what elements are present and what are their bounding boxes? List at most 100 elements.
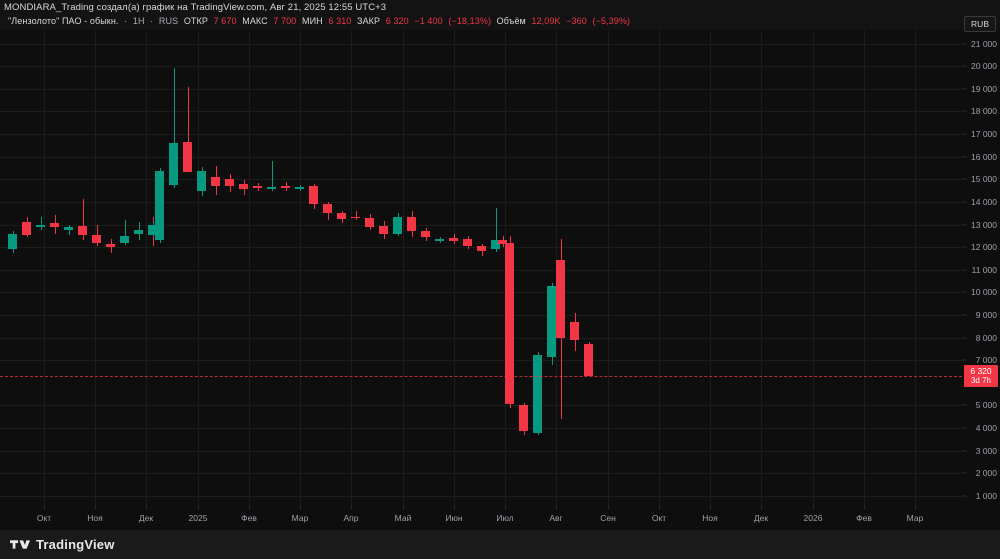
- candle-body: [547, 285, 556, 357]
- candle-body: [570, 321, 579, 340]
- price-tick-mark: [962, 359, 967, 361]
- time-tick-label: Мар: [291, 513, 309, 523]
- volume-change-percent: (−5,39%): [592, 16, 631, 26]
- price-tick-mark: [962, 495, 967, 497]
- grid-line-vertical: [198, 30, 199, 505]
- candle-body: [379, 225, 388, 234]
- price-tick-label: 13 000: [971, 219, 997, 230]
- price-tick-label: 21 000: [971, 38, 997, 49]
- grid-line-horizontal: [0, 66, 962, 68]
- price-axis[interactable]: RUB 21 000 20 000 19 000 18 000 17 000 16 000…: [962, 16, 1000, 505]
- grid-line-horizontal: [0, 450, 962, 452]
- price-tick-mark: [962, 43, 967, 45]
- grid-line-horizontal: [0, 43, 962, 45]
- candle-body: [239, 183, 248, 190]
- time-tick-mark: [608, 505, 609, 509]
- price-tick-label: 18 000: [971, 106, 997, 117]
- grid-line-vertical: [95, 30, 96, 505]
- grid-line-horizontal: [0, 269, 962, 271]
- price-tick-mark: [962, 404, 967, 406]
- candle-body: [421, 231, 430, 237]
- candle-body: [309, 186, 318, 205]
- time-tick-label: Дек: [753, 513, 769, 523]
- candle-body: [556, 259, 565, 338]
- candle-body: [498, 240, 507, 244]
- current-price-badge[interactable]: 6 320 3d 7h: [964, 364, 998, 387]
- grid-line-vertical: [351, 30, 352, 505]
- candlestick-plot-area[interactable]: [0, 30, 962, 505]
- symbol-name[interactable]: "Лензолото" ПАО - обыкн.: [8, 16, 119, 26]
- price-tick-mark: [962, 65, 967, 67]
- candle-wick: [82, 198, 84, 241]
- candle-body: [78, 225, 87, 235]
- price-tick-mark: [962, 337, 967, 339]
- grid-line-vertical: [761, 30, 762, 505]
- candle-wick: [124, 220, 126, 245]
- price-tick-mark: [962, 201, 967, 203]
- symbol-info-bar: "Лензолото" ПАО - обыкн. · 1H · RUS ОТКР…: [8, 16, 633, 26]
- grid-line-horizontal: [0, 473, 962, 475]
- candle-wick: [355, 210, 357, 220]
- price-tick-mark: [962, 110, 967, 112]
- grid-line-vertical: [249, 30, 250, 505]
- price-tick-label: 11 000: [971, 264, 997, 275]
- candle-body: [22, 222, 31, 235]
- currency-badge[interactable]: RUB: [964, 16, 996, 32]
- candle-body: [155, 171, 164, 241]
- grid-line-vertical: [864, 30, 865, 505]
- grid-line-vertical: [659, 30, 660, 505]
- candle-body: [225, 179, 234, 187]
- price-tick-label: 7 000: [975, 355, 997, 366]
- grid-line-horizontal: [0, 88, 962, 90]
- candle-body: [337, 213, 346, 219]
- candle-body: [8, 233, 17, 250]
- price-tick-label: 12 000: [971, 242, 997, 253]
- time-tick-label: Авг: [549, 513, 563, 523]
- price-tick-label: 9 000: [975, 310, 997, 320]
- price-tick-label: 16 000: [971, 151, 997, 162]
- candle-body: [393, 216, 402, 234]
- interval-label[interactable]: 1H: [132, 16, 145, 26]
- grid-line-vertical: [813, 30, 814, 505]
- candle-body: [463, 239, 472, 246]
- high-label: МАКС: [242, 16, 268, 26]
- close-label: ЗАКР: [357, 16, 381, 26]
- separator-2: ·: [150, 16, 154, 26]
- close-value: 6 320: [385, 16, 409, 26]
- chart-footer: TradingView: [0, 530, 1000, 559]
- grid-line-vertical: [710, 30, 711, 505]
- time-tick-mark: [95, 505, 96, 509]
- candle-body: [351, 216, 360, 219]
- tradingview-logo[interactable]: TradingView: [10, 537, 115, 552]
- candle-body: [407, 216, 416, 232]
- candle-body: [533, 354, 542, 433]
- time-tick-label: Мар: [906, 513, 924, 523]
- price-tick-label: 2 000: [975, 468, 997, 479]
- time-tick-label: Июн: [445, 513, 463, 523]
- candle-body: [36, 224, 45, 227]
- time-tick-label: Ноя: [702, 513, 718, 523]
- price-tick-label: 14 000: [971, 196, 997, 207]
- candle-body: [120, 235, 129, 243]
- grid-line-vertical: [915, 30, 916, 505]
- price-tick-label: 15 000: [971, 174, 997, 185]
- candle-body: [148, 224, 157, 235]
- tradingview-wordmark: TradingView: [36, 537, 115, 552]
- grid-line-horizontal: [0, 111, 962, 113]
- candle-wick: [40, 216, 42, 231]
- open-value: 7 670: [213, 16, 237, 26]
- time-tick-label: Фев: [856, 513, 872, 523]
- candle-body: [491, 240, 500, 250]
- price-tick-mark: [962, 472, 967, 474]
- time-tick-mark: [556, 505, 557, 509]
- price-tick-label: 17 000: [971, 129, 997, 140]
- volume-value: 12,09K: [531, 16, 561, 26]
- time-tick-mark: [761, 505, 762, 509]
- time-tick-mark: [864, 505, 865, 509]
- time-tick-mark: [505, 505, 506, 509]
- grid-line-vertical: [403, 30, 404, 505]
- candle-body: [505, 242, 514, 405]
- candle-body: [92, 234, 101, 243]
- time-axis[interactable]: Окт Ноя Дек 2025 Фев Мар Апр Май Июн Июл Авг Сен Окт…: [0, 505, 1000, 530]
